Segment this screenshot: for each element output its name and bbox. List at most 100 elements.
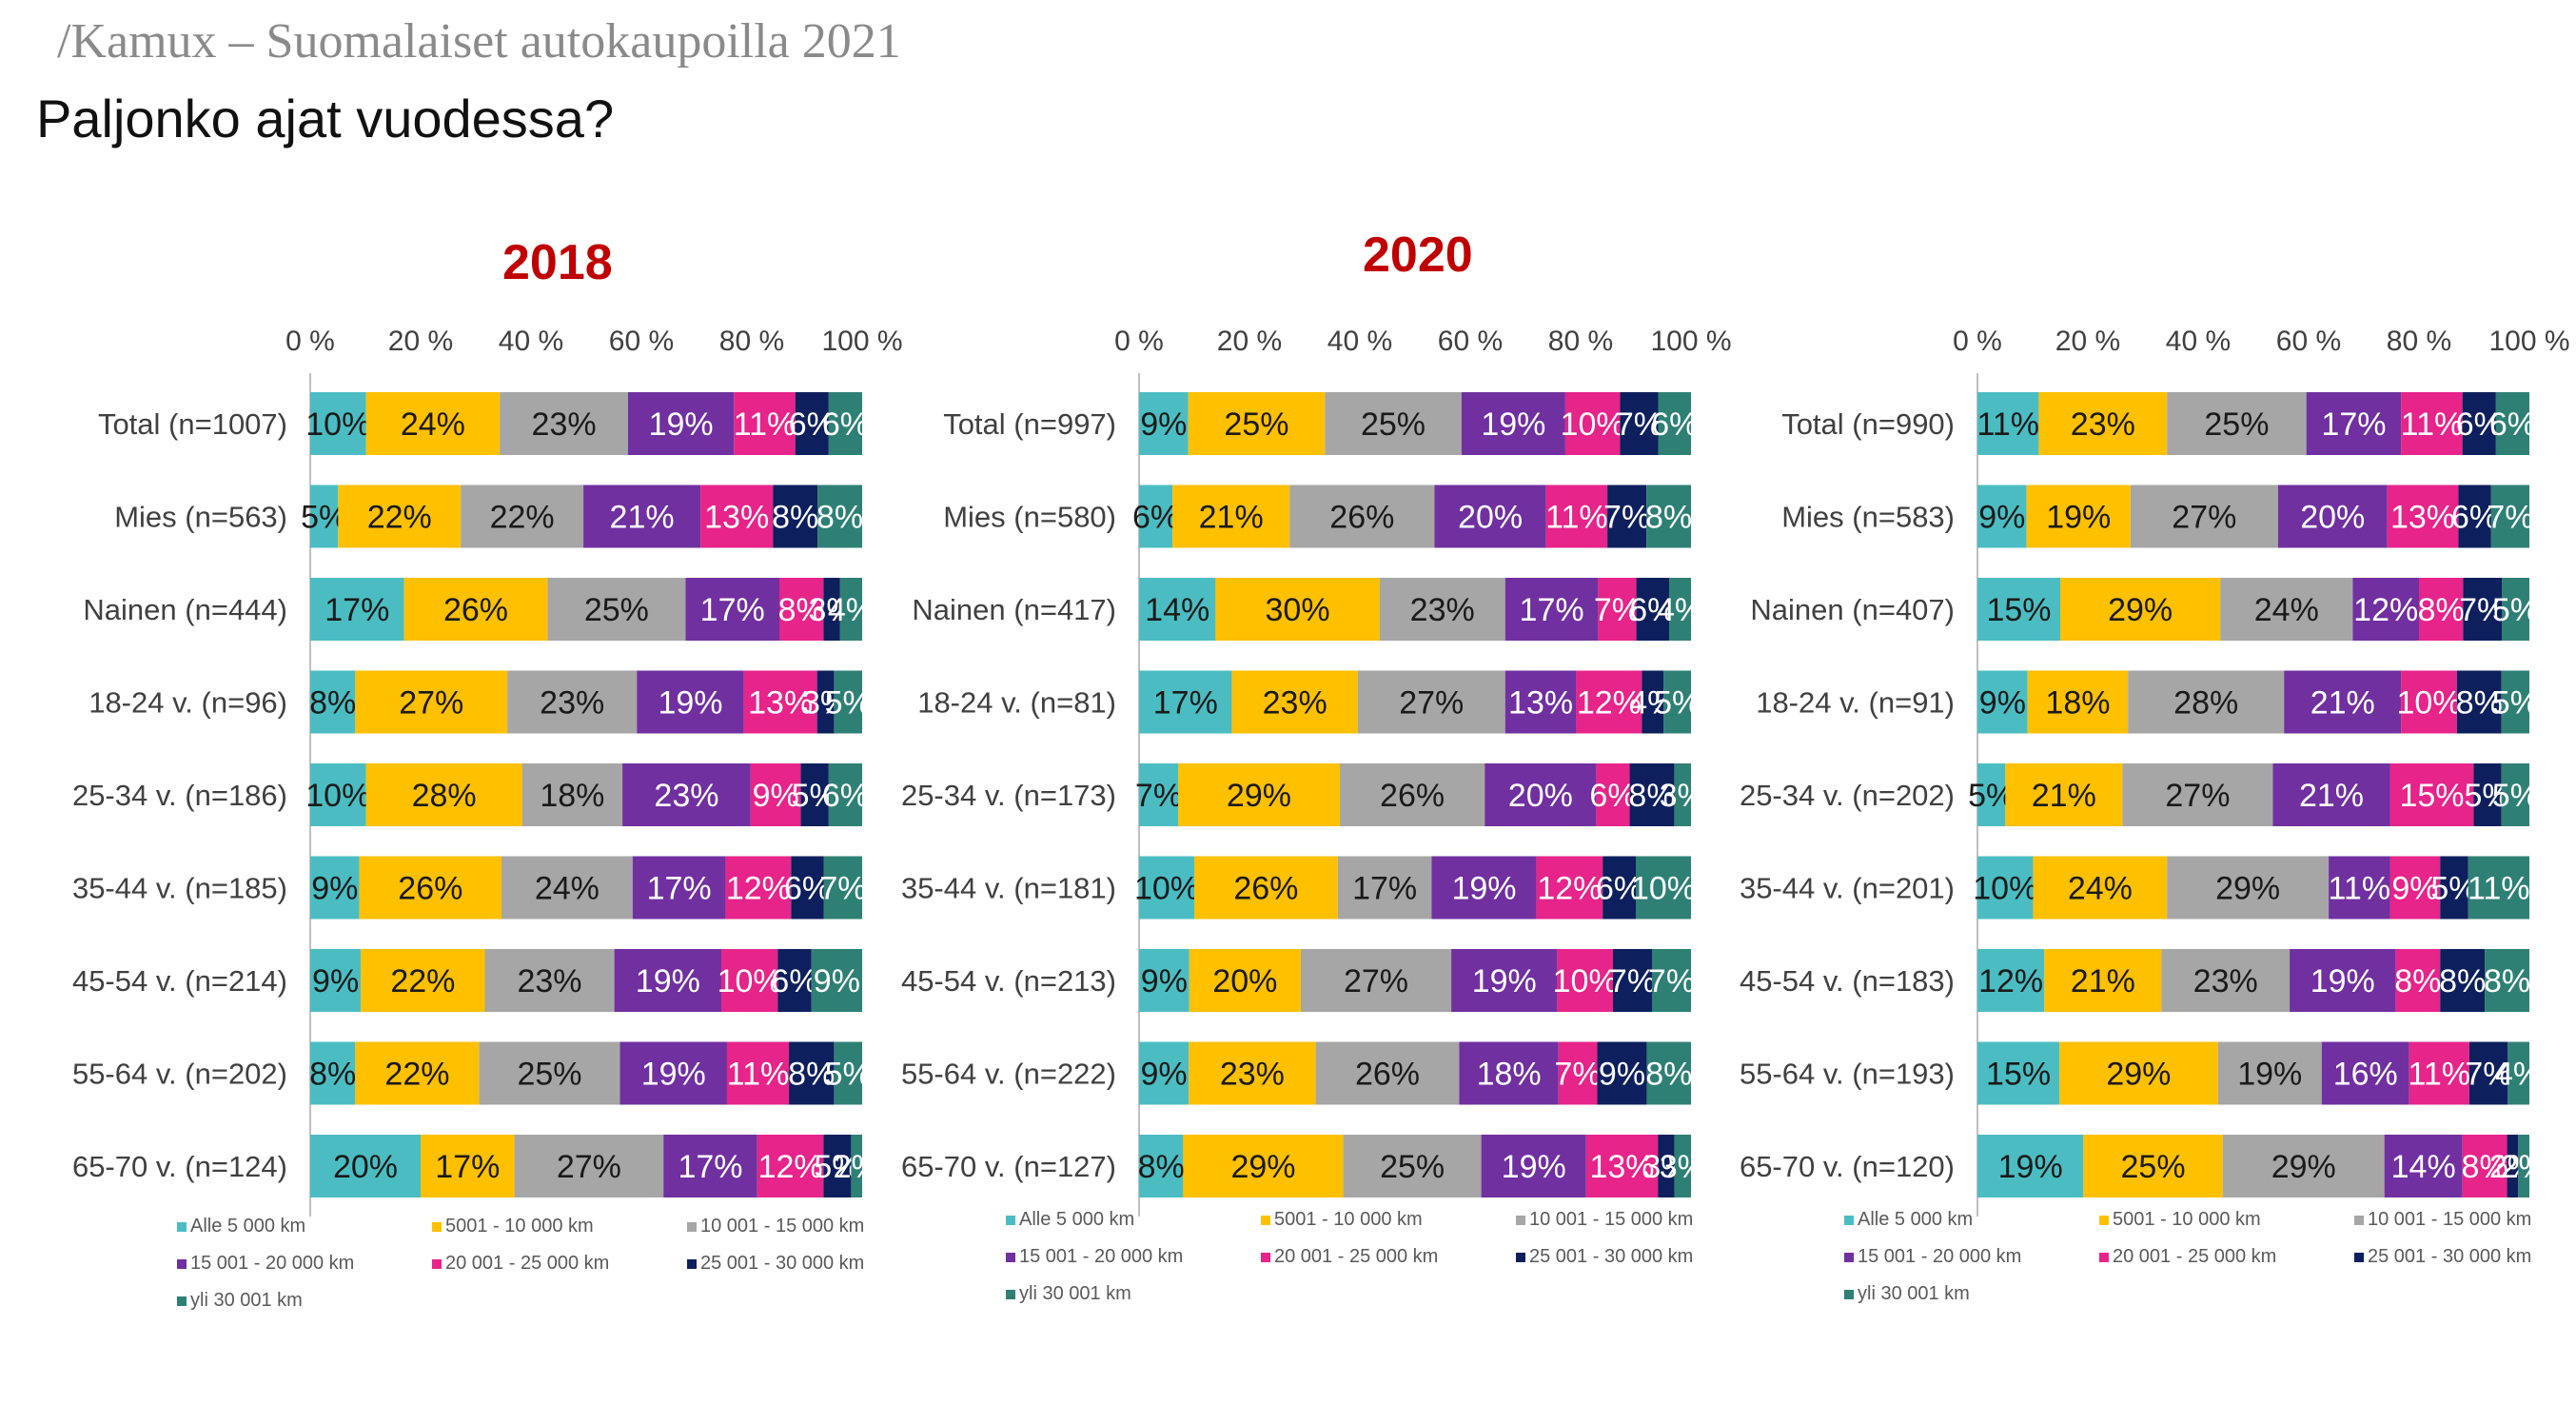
bar-segment (1139, 1041, 1190, 1105)
bar-segment (2389, 856, 2441, 920)
bar-segment (2167, 856, 2330, 920)
bar-segment (2395, 949, 2441, 1012)
bar-segment (1646, 485, 1691, 548)
data-label: 25% (2121, 1149, 2186, 1185)
data-label: 14% (1145, 592, 1209, 628)
bar-segment (1545, 485, 1608, 548)
x-tick-label: 80 % (719, 326, 784, 357)
bar-segment (2507, 1041, 2529, 1105)
bar-segment (1564, 392, 1621, 455)
data-label: 14% (2391, 1149, 2456, 1185)
bar-segment (1663, 670, 1691, 734)
category-label: 25-34 v. (n=173) (901, 779, 1116, 812)
bar-segment (1485, 763, 1597, 826)
data-label: 12% (1978, 963, 2043, 999)
bar-segment (1194, 856, 1338, 920)
legend-label: 20 001 - 25 000 km (1274, 1246, 1438, 1267)
bar-segment (521, 763, 623, 826)
bar-segment (338, 485, 462, 548)
data-label: 6% (2489, 406, 2536, 443)
bar-segment (1977, 856, 2034, 920)
legend-swatch (1844, 1253, 1854, 1262)
bar-segment (1607, 485, 1647, 548)
bar-segment (1504, 670, 1577, 734)
bar-segment (1585, 1135, 1659, 1197)
data-label: 21% (2071, 963, 2135, 999)
bar-segment (685, 578, 779, 641)
data-label: 8% (778, 592, 825, 628)
bar-segment (1231, 670, 1358, 734)
bar-segment (1139, 856, 1194, 920)
bar-segment (1557, 949, 1613, 1012)
bar-segment (1669, 578, 1691, 641)
data-label: 10% (1561, 406, 1625, 443)
legend-swatch (1261, 1253, 1270, 1262)
bar-segment (839, 578, 862, 641)
legend-label: Alle 5 000 km (1858, 1209, 1973, 1230)
bar-segment (583, 485, 701, 548)
bar-segment (2130, 485, 2278, 548)
bar-segment (310, 392, 366, 455)
bar-segment (1536, 856, 1603, 920)
bar-segment (2321, 1041, 2409, 1105)
data-label: 12% (758, 1149, 823, 1185)
bar-segment (2033, 856, 2168, 920)
data-label: 19% (1502, 1149, 1566, 1185)
bar-segment (2462, 1135, 2507, 1197)
data-label: 10% (1553, 963, 1618, 999)
data-label: 29% (2106, 1057, 2171, 1093)
category-label: Mies (n=563) (114, 501, 287, 534)
data-label: 25% (517, 1057, 581, 1093)
category-label: 35-44 v. (n=181) (901, 872, 1116, 905)
data-label: 22% (490, 500, 555, 536)
bar-segment (700, 485, 774, 548)
bar-segment (828, 763, 862, 826)
bar-segment (1481, 1135, 1586, 1197)
bar-segment (750, 763, 801, 826)
bar-segment (1977, 578, 2060, 641)
x-tick-label: 60 % (609, 326, 674, 357)
chart-title-1: 2020 (1363, 228, 1473, 283)
data-label: 7% (1555, 1057, 1602, 1093)
bar-segment (310, 1041, 356, 1105)
bar-segment (500, 392, 628, 455)
bar-segment (1337, 856, 1432, 920)
bar-segment (2161, 949, 2291, 1012)
data-label: 22% (384, 1057, 449, 1093)
data-label: 25% (2204, 406, 2269, 443)
data-label: 17% (647, 871, 712, 907)
category-label: Mies (n=580) (943, 501, 1116, 534)
x-tick-label: 60 % (2276, 326, 2341, 357)
bar-segment (1215, 578, 1380, 641)
bar-segment (2462, 392, 2496, 455)
category-label: Total (n=990) (1781, 407, 1955, 441)
bar-segment (1596, 763, 1630, 826)
data-label: 19% (1472, 963, 1537, 999)
legend-label: 25 001 - 30 000 km (1529, 1246, 1693, 1267)
data-label: 19% (2237, 1057, 2302, 1093)
bar-segment (834, 1041, 862, 1105)
data-label: 11% (2408, 1057, 2470, 1093)
bar-segment (2490, 485, 2529, 548)
data-label: 9% (312, 963, 359, 999)
data-label: 6% (784, 871, 831, 907)
data-label: 24% (2068, 871, 2133, 907)
data-label: 8% (816, 500, 863, 536)
bar-segment (2122, 763, 2273, 826)
bar-segment (823, 578, 840, 641)
data-label: 10% (718, 963, 782, 999)
data-label: 27% (1399, 685, 1464, 722)
bar-segment (811, 949, 862, 1012)
data-label: 27% (2172, 500, 2236, 536)
data-label: 9% (1141, 963, 1188, 999)
data-label: 5% (2492, 685, 2539, 722)
bar-segment (1431, 856, 1537, 920)
data-label: 6% (1589, 778, 1636, 814)
bar-segment (1189, 949, 1301, 1012)
bar-segment (1977, 485, 2027, 548)
data-label: 17% (700, 592, 765, 628)
bar-segment (484, 949, 615, 1012)
data-label: 9% (1599, 1057, 1645, 1093)
data-label: 23% (532, 406, 597, 443)
bar-segment (1658, 392, 1691, 455)
